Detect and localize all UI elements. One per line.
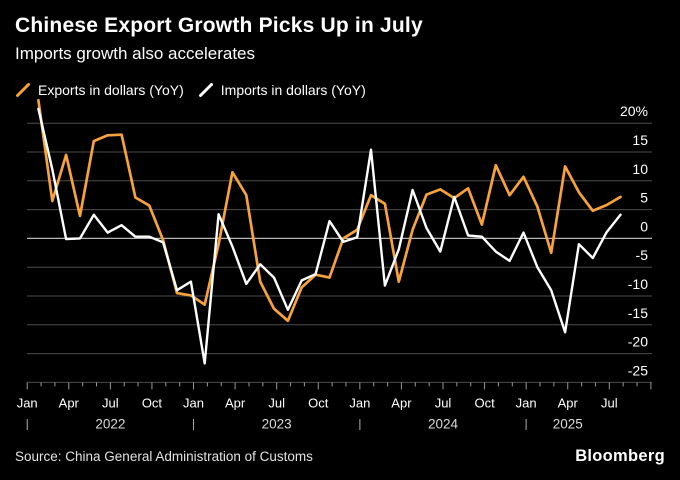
legend-item-exports: Exports in dollars (YoY) <box>15 82 184 98</box>
y-axis-tick-label: -20 <box>628 334 648 350</box>
exports-line <box>37 98 622 323</box>
x-axis-month-label: Apr <box>391 395 412 410</box>
x-axis-month-label: Jul <box>102 395 119 410</box>
y-axis-tick-label: 15 <box>632 132 648 148</box>
x-axis-month-label: Jan <box>516 395 537 410</box>
x-axis-month-label: Apr <box>59 395 80 410</box>
source-text: Source: China General Administration of … <box>15 449 313 464</box>
y-axis-tick-label: 20% <box>620 103 648 119</box>
x-axis-month-label: Oct <box>474 395 495 410</box>
y-axis-tick-label: -15 <box>628 305 648 321</box>
chart-legend: Exports in dollars (YoY) Imports in doll… <box>15 80 366 100</box>
x-axis-month-label: Jan <box>17 395 38 410</box>
year-separator: | <box>192 417 195 430</box>
page-subtitle: Imports growth also accelerates <box>15 44 255 63</box>
x-axis-month-label: Oct <box>142 395 163 410</box>
x-axis-year-label: 2024 <box>428 416 459 430</box>
page-title: Chinese Export Growth Picks Up in July <box>15 14 423 37</box>
x-axis-month-label: Jul <box>268 395 285 410</box>
legend-label-exports: Exports in dollars (YoY) <box>38 82 184 98</box>
x-axis-month-label: Apr <box>558 395 579 410</box>
y-axis-tick-label: 5 <box>640 190 648 206</box>
x-axis-month-label: Jul <box>435 395 452 410</box>
x-axis-year-label: 2022 <box>95 416 125 430</box>
y-axis-tick-label: 0 <box>640 218 648 234</box>
chart-area: 20% 15 10 5 0 -5 -10 -15 -20 -25 Jan Apr Jul Oct Jan Ap… <box>0 95 680 431</box>
legend-item-imports: Imports in dollars (YoY) <box>198 82 366 98</box>
x-axis-year-label: 2023 <box>262 416 292 430</box>
y-axis-tick-label: -25 <box>628 362 648 378</box>
x-axis-year-label: 2025 <box>553 416 583 430</box>
imports-line-slash-icon <box>198 82 214 98</box>
x-axis-month-label: Jan <box>183 395 204 410</box>
x-axis-month-label: Jan <box>349 395 370 410</box>
y-axis-tick-label: -10 <box>628 276 648 292</box>
year-separator: | <box>525 417 528 430</box>
y-axis-tick-label: -5 <box>636 247 649 263</box>
line-chart: 20% 15 10 5 0 -5 -10 -15 -20 -25 Jan Apr Jul Oct Jan Ap… <box>17 98 652 431</box>
year-separator: | <box>358 417 361 430</box>
y-axis-tick-label: 10 <box>632 161 648 177</box>
x-axis-month-label: Apr <box>225 395 246 410</box>
x-axis-month-label: Oct <box>308 395 329 410</box>
bloomberg-logo: Bloomberg <box>575 447 665 465</box>
legend-label-imports: Imports in dollars (YoY) <box>220 82 366 98</box>
x-axis-month-label: Jul <box>601 395 618 410</box>
year-separator: | <box>26 417 29 430</box>
imports-line <box>37 107 622 365</box>
exports-line-slash-icon <box>15 82 31 98</box>
